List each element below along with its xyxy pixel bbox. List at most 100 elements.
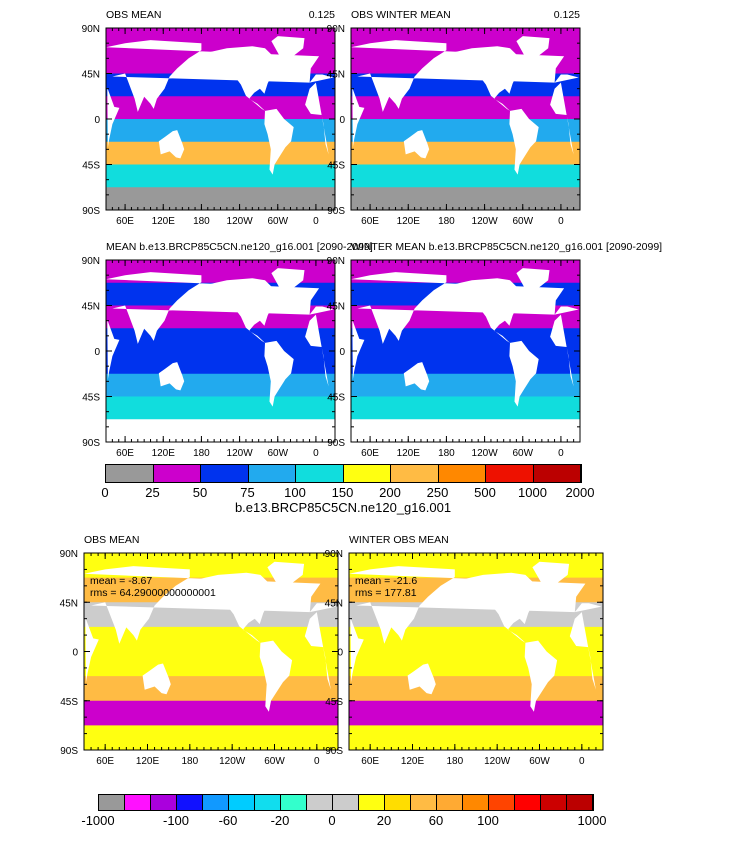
colorbar-swatch xyxy=(489,795,515,810)
y-tick-label: 0 xyxy=(72,648,78,659)
x-tick-label: 120E xyxy=(397,216,421,227)
land-mask xyxy=(305,314,329,387)
map-field xyxy=(351,28,580,210)
field-band xyxy=(349,676,603,702)
colorbar-swatches xyxy=(98,794,594,811)
land-mask xyxy=(259,640,293,712)
y-tick-label: 90N xyxy=(82,256,100,267)
panel-title: WINTER MEAN b.e13.BRCP85C5CN.ne120_g16.0… xyxy=(351,241,663,253)
land-mask xyxy=(509,108,539,175)
field-band xyxy=(349,700,603,727)
x-tick-label: 180 xyxy=(193,216,210,227)
land-mask xyxy=(509,340,539,407)
land-mask xyxy=(569,612,596,690)
land-mask xyxy=(142,663,171,695)
x-tick-label: 60W xyxy=(267,216,288,227)
colorbar-label: 1000 xyxy=(577,813,607,828)
colorbar-label: -1000 xyxy=(81,813,115,828)
colorbar-swatch xyxy=(411,795,437,810)
land-mask xyxy=(550,82,574,155)
y-tick-label: 90S xyxy=(60,746,78,757)
x-tick-label: 180 xyxy=(181,756,198,767)
land-mask xyxy=(550,314,574,387)
land-mask xyxy=(350,617,364,683)
map-plot: 90N 45N 0 45S 90S 60E 120E 180 120W 60W 0 xyxy=(60,549,339,767)
y-tick-label: 90S xyxy=(82,206,100,217)
colorbar-swatch xyxy=(201,465,249,482)
colorbar-swatch xyxy=(151,795,177,810)
panel-obs-winter-mean: OBS WINTER MEAN 0.125 90N 45N 0 45S 90S 60E 12… xyxy=(327,9,581,227)
x-tick-label: 60E xyxy=(361,216,379,227)
x-tick-label: 0 xyxy=(558,216,564,227)
map-field xyxy=(351,260,580,442)
field-band xyxy=(84,626,338,653)
land-mask xyxy=(554,74,579,83)
land-mask xyxy=(85,617,99,683)
land-mask xyxy=(264,108,294,175)
field-band xyxy=(106,164,335,189)
y-tick-label: 45S xyxy=(325,697,343,708)
y-tick-label: 90N xyxy=(60,549,78,560)
colorbar-label: 75 xyxy=(240,485,255,500)
colorbar-swatch xyxy=(99,795,125,810)
land-mask xyxy=(516,268,550,291)
x-tick-label: 60E xyxy=(361,756,379,767)
field-band xyxy=(349,626,603,653)
panel-model-mean: MEAN b.e13.BRCP85C5CN.ne120_g16.001 [209… xyxy=(82,241,373,459)
stats-text: mean = -21.6 rms = 177.81 xyxy=(355,575,417,599)
x-tick-label: 120E xyxy=(152,448,176,459)
land-mask xyxy=(107,319,120,380)
y-tick-label: 90N xyxy=(327,24,345,35)
y-tick-label: 45N xyxy=(325,598,343,609)
land-mask xyxy=(305,82,329,155)
stats-text: mean = -8.67 rms = 64.29000000000001 xyxy=(90,575,216,599)
x-tick-label: 60W xyxy=(267,448,288,459)
colorbar-swatch xyxy=(359,795,385,810)
y-tick-label: 45N xyxy=(82,302,100,313)
field-band xyxy=(106,141,335,166)
colorbar-swatch xyxy=(307,795,333,810)
x-tick-label: 180 xyxy=(438,216,455,227)
colorbar-swatch xyxy=(391,465,439,482)
colorbar-label: 20 xyxy=(376,813,392,828)
x-tick-label: 120W xyxy=(227,448,254,459)
map-field xyxy=(106,260,335,442)
x-tick-label: 60E xyxy=(96,756,114,767)
colorbar-title: b.e13.BRCP85C5CN.ne120_g16.001 xyxy=(234,500,452,515)
field-band xyxy=(84,651,338,678)
field-band xyxy=(349,651,603,678)
land-mask xyxy=(209,278,281,343)
land-mask xyxy=(352,87,365,148)
colorbar-swatch xyxy=(486,465,534,482)
land-mask xyxy=(107,87,120,148)
colorbar-label: 150 xyxy=(331,485,354,500)
land-mask xyxy=(309,306,334,315)
map-plot: 90N 45N 0 45S 90S 60E 120E 180 120W 60W 0 xyxy=(327,24,581,227)
x-tick-label: 120E xyxy=(136,756,160,767)
land-mask xyxy=(574,603,602,613)
colorbar-label: 100 xyxy=(477,813,499,828)
mean-stat: mean = -8.67 xyxy=(90,575,153,587)
land-mask xyxy=(267,561,305,586)
mean-stat: mean = -21.6 xyxy=(355,575,418,587)
land-mask xyxy=(198,572,278,643)
x-tick-label: 60W xyxy=(264,756,285,767)
y-tick-label: 0 xyxy=(94,347,100,358)
panel-title: MEAN b.e13.BRCP85C5CN.ne120_g16.001 [209… xyxy=(106,241,373,253)
land-mask xyxy=(554,306,579,315)
panel-value-label: 0.125 xyxy=(308,9,335,21)
colorbar-label: -20 xyxy=(270,813,290,828)
field-band xyxy=(351,373,580,398)
y-tick-label: 0 xyxy=(94,115,100,126)
colorbar-label: -60 xyxy=(218,813,238,828)
colorbar-swatch xyxy=(437,795,463,810)
land-mask xyxy=(158,130,185,159)
x-tick-label: 0 xyxy=(313,448,319,459)
colorbar-label: 2000 xyxy=(565,485,595,500)
x-tick-label: 60W xyxy=(512,216,533,227)
land-mask xyxy=(271,36,305,59)
land-mask xyxy=(309,603,337,613)
field-band xyxy=(84,700,338,727)
colorbar-swatch xyxy=(248,465,296,482)
x-tick-label: 180 xyxy=(446,756,463,767)
